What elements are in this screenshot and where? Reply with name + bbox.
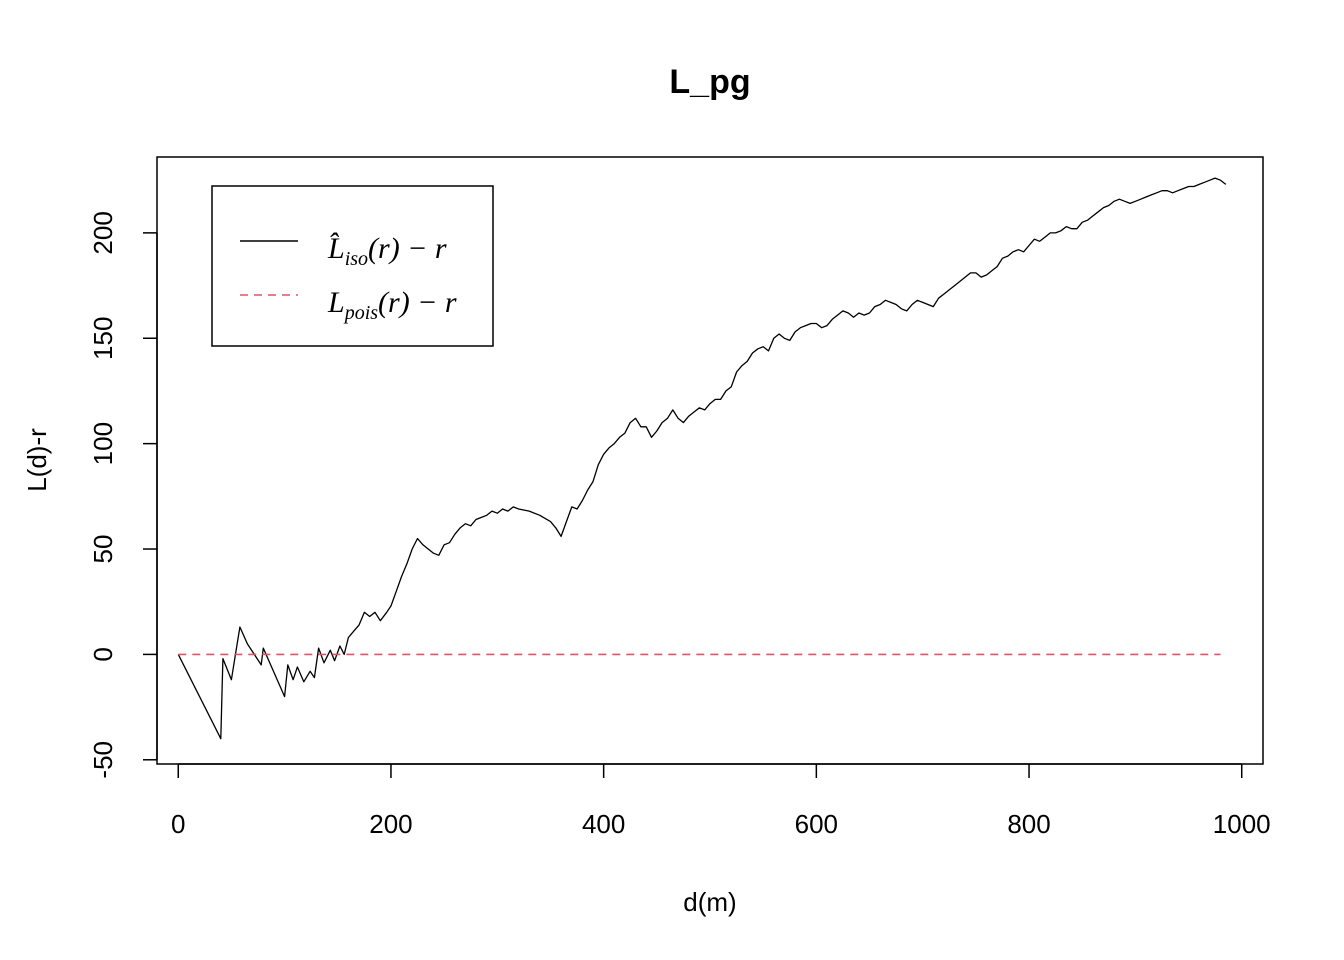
x-tick-label: 600: [795, 809, 838, 839]
legend-label-0: L̂iso(r) − r: [327, 232, 447, 270]
y-tick-label: 50: [88, 535, 118, 564]
series-layer: [177, 177, 1227, 740]
y-tick-label: -50: [88, 741, 118, 779]
x-axis: 0 200 400 600 800 1000: [171, 763, 1271, 839]
legend-label-main: L: [327, 286, 345, 319]
y-axis: -50 0 50 100 150 200: [88, 211, 158, 779]
chart-title: L_pg: [669, 63, 750, 101]
series-line-0: [177, 177, 1227, 740]
legend-label-tail: (r) − r: [378, 286, 457, 319]
y-tick-label: 150: [88, 317, 118, 360]
x-axis-label: d(m): [683, 887, 736, 917]
legend-label-1: Lpois(r) − r: [327, 286, 457, 324]
legend-label-tail: (r) − r: [368, 232, 447, 265]
x-tick-label: 1000: [1213, 809, 1271, 839]
x-tick-label: 0: [171, 809, 185, 839]
legend-label-main: L̂: [327, 232, 345, 265]
x-tick-label: 400: [582, 809, 625, 839]
legend-label-sub: pois: [343, 302, 379, 324]
y-tick-label: 100: [88, 422, 118, 465]
legend-box: [211, 185, 494, 347]
y-tick-label: 0: [88, 647, 118, 661]
x-tick-label: 800: [1007, 809, 1050, 839]
legend-label-sub: iso: [345, 248, 368, 270]
y-tick-label: 200: [88, 211, 118, 254]
x-tick-label: 200: [369, 809, 412, 839]
y-axis-label: L(d)-r: [22, 428, 52, 492]
